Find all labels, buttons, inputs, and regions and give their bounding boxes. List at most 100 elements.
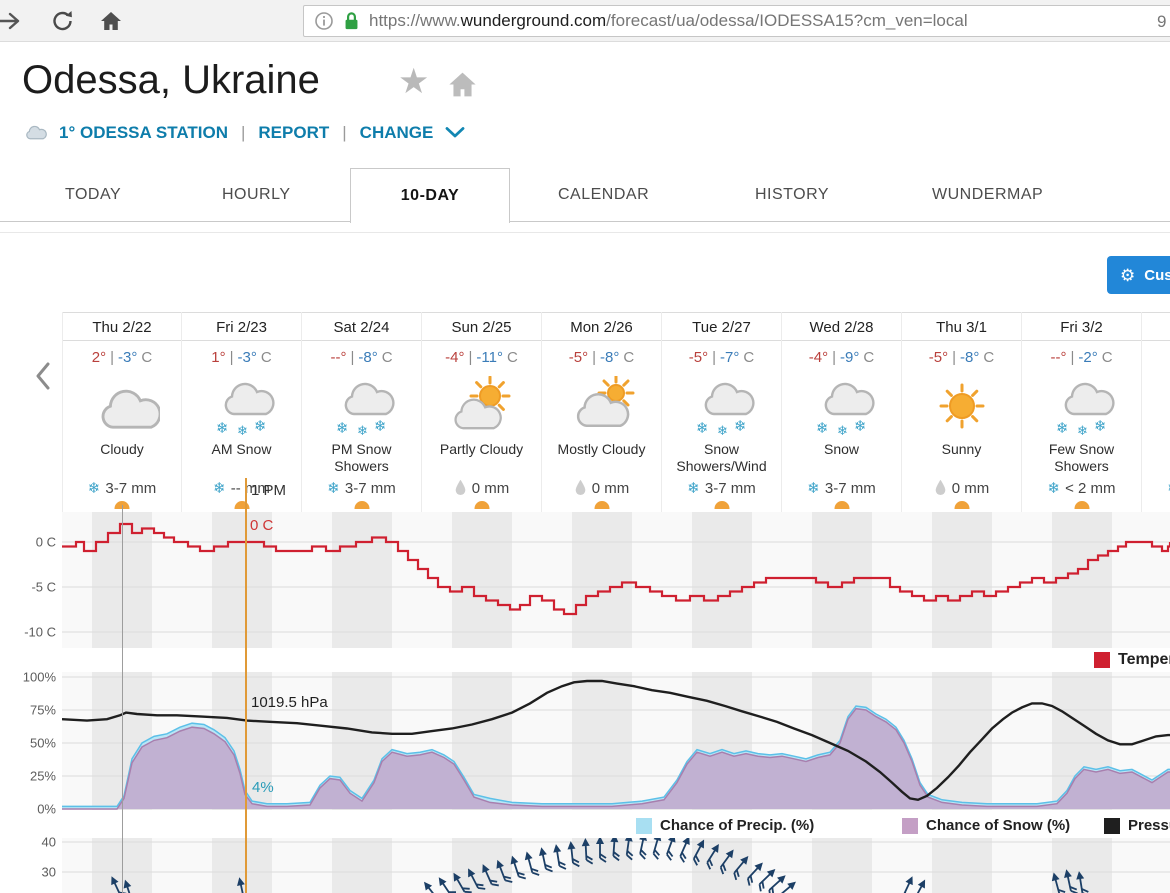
forecast-day-column[interactable]: Sat 3/3--°|-4°C❄❄❄PM Snow Showers❄3-7 mm [1142,312,1170,512]
low-temp: -2° [1078,349,1098,366]
temp-separator: | [350,349,355,366]
forecast-precip: 0 mm [422,477,541,500]
url-scheme: https://www. [369,11,461,30]
high-temp: -5° [928,349,949,366]
tab-10-day[interactable]: 10-DAY [350,168,510,223]
snowflake-icon: ❄ [327,480,340,497]
precip-pressure-chart[interactable] [62,672,1170,810]
tab-calendar[interactable]: CALENDAR [558,186,650,203]
svg-text:❄: ❄ [696,419,709,436]
separator: | [240,123,246,142]
y-axis-label: 40 [41,834,56,850]
forecast-temps: --°|-4°C [1142,341,1170,372]
precip-amount: 3-7 mm [105,480,157,497]
temp-unit: C [983,349,995,366]
forecast-day-column[interactable]: Thu 2/22 2° | -3° C Cloudy ❄ 3-7 mm [62,312,182,512]
y-axis-label: 0% [37,801,56,817]
temperature-chart[interactable] [62,512,1170,648]
forecast-day-column[interactable]: Wed 2/28 -4° | -9° C ❄ ❄ ❄ Snow ❄ 3-7 mm [782,312,902,512]
weather-icon-snow: ❄❄❄ [182,372,301,439]
tab-bar: TODAY HOURLY 10-DAY CALENDAR HISTORY WUNDERMA… [0,168,1170,223]
tab-today[interactable]: TODAY [65,186,122,203]
url-text[interactable]: https://www.wunderground.com/forecast/ua… [369,11,1170,31]
forecast-day-column[interactable]: Thu 3/1 -5° | -8° C Sunny 0 mm [902,312,1022,512]
sun-gauge-icon [902,500,1021,512]
hover-pressure-tooltip: 1019.5 hPa [251,694,328,711]
legend-swatch [1094,652,1110,668]
tab-hourly[interactable]: HOURLY [222,186,291,203]
forecast-day-column[interactable]: Sun 2/25 -4° | -11° C Partly Cloudy 0 mm [422,312,542,512]
forecast-day-label: Tue 2/27 [662,312,781,341]
forecast-day-column[interactable]: Mon 2/26 -5° | -8° C Mostly Cloudy 0 mm [542,312,662,512]
forecast-day-label: Sat 3/3 [1142,312,1170,341]
weather-icon-snow: ❄❄❄ [1142,372,1170,439]
low-temp: -11° [476,349,503,366]
svg-text:❄: ❄ [816,419,829,436]
address-bar[interactable]: https://www.wunderground.com/forecast/ua… [303,5,1170,37]
legend-label: Chance of Snow (%) [926,817,1071,834]
forecast-day-label: Sun 2/25 [422,312,541,341]
high-temp: 1° [211,349,226,366]
weather-icon-partly-cloudy [422,372,541,439]
temp-unit: C [260,349,272,366]
change-link[interactable]: CHANGE [359,123,434,142]
forecast-day-column[interactable]: Sat 2/24 --° | -8° C ❄ ❄ ❄ PM Snow Showers ❄ 3-7 m… [302,312,422,512]
precip-amount: 3-7 mm [344,480,396,497]
sun-gauge-icon [422,500,541,512]
forecast-day-column[interactable]: Fri 2/23 1° | -3° C ❄ ❄ ❄ AM Snow ❄ -- mm [182,312,302,512]
forecast-precip: ❄3-7 mm [662,477,781,500]
favorite-star-icon[interactable]: ★ [398,62,430,101]
low-temp: -8° [960,349,980,366]
precip-amount: -- mm [230,480,270,497]
precip-legend-row: Chance of Precip. (%) Chance of Snow (%) P… [0,817,1170,839]
droplet-icon [934,479,947,499]
weather-icon-snow: ❄ ❄ ❄ [662,372,781,439]
url-domain: wunderground.com [460,11,607,30]
scroll-left-button[interactable] [36,362,50,395]
forecast-temps: -4° | -9° C [782,341,901,372]
browser-home-button[interactable] [98,8,124,34]
refresh-icon[interactable] [50,8,76,34]
svg-text:❄: ❄ [1077,424,1088,436]
tab-wundermap[interactable]: WUNDERMAP [932,186,1044,203]
forecast-precip: 0 mm [542,477,661,500]
customize-button[interactable]: ⚙ Customize [1107,256,1170,294]
svg-text:❄: ❄ [717,424,728,436]
svg-text:❄: ❄ [854,417,867,435]
forecast-condition: Cloudy [100,441,144,457]
forecast-precip: ❄3-7 mm [1142,477,1170,500]
snowflake-icon: ❄ [87,480,101,497]
forecast-precip: 0 mm [902,477,1021,500]
station-link[interactable]: 1° ODESSA STATION [59,123,228,143]
forecast-day-column[interactable]: Tue 2/27 -5° | -7° C ❄ ❄ ❄ Snow Showers/Wind ❄ 3-7… [662,312,782,512]
forecast-precip: ❄3-7 mm [782,477,901,500]
chevron-down-icon[interactable] [445,123,465,143]
legend-label: Chance of Precip. (%) [660,817,815,834]
y-axis-label: 25% [29,768,56,784]
station-temp: 1° [59,123,76,142]
browser-toolbar: https://www.wunderground.com/forecast/ua… [0,0,1170,42]
forward-button[interactable] [0,8,24,34]
forecast-temps: 2° | -3° C [63,341,181,372]
low-temp: -7° [720,349,740,366]
y-axis-label: 75% [29,702,56,718]
page-info-icon[interactable] [314,11,334,31]
forecast-condition: Snow [823,441,860,457]
svg-text:❄: ❄ [216,419,229,436]
forecast-precip: ❄3-7 mm [63,477,181,500]
weather-icon-snow: ❄❄❄ [302,372,421,439]
wind-chart[interactable] [62,838,1170,893]
tab-history[interactable]: HISTORY [755,186,830,203]
sun-gauge-icon [1022,500,1141,512]
report-link[interactable]: REPORT [258,123,330,142]
precip-amount: < 2 mm [1065,480,1116,497]
forecast-day-column[interactable]: Fri 3/2 --° | -2° C ❄ ❄ ❄ Few Snow Showers ❄ < 2 m… [1022,312,1142,512]
home-location-icon[interactable] [446,69,479,100]
weather-icon-snow: ❄❄❄ [1022,372,1141,439]
snowflake-icon: ❄ [1167,481,1170,496]
svg-text:❄: ❄ [734,417,747,435]
temp-separator: | [468,349,473,366]
temp-separator: | [229,349,234,366]
droplet-icon [574,479,587,499]
